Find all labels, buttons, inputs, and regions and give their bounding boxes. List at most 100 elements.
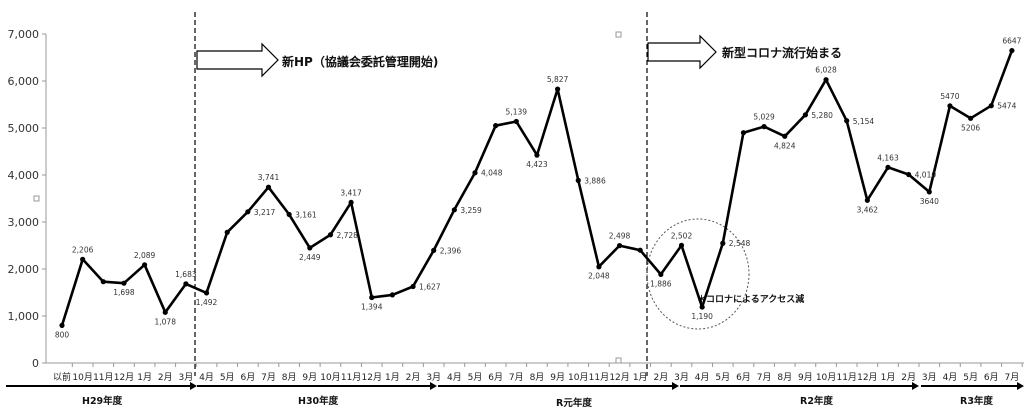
x-tick-label: 4月 [943,372,958,383]
data-point [59,322,65,328]
data-point [203,290,210,296]
data-label: 5470 [940,92,959,101]
data-label: 6647 [1002,37,1021,46]
data-point [906,171,912,178]
data-label: 3,417 [340,188,362,197]
series-line [60,50,1014,326]
data-point [782,133,788,139]
x-tick-label: 2月 [406,372,421,383]
y-tick-label: 7,000 [8,28,40,41]
data-label: 5,139 [506,107,528,116]
data-label: 1,394 [361,302,383,311]
x-tick-label: 11月 [341,372,361,383]
data-label: 1,886 [650,279,672,288]
data-point [947,103,953,109]
y-tick-label: 6,000 [8,75,40,88]
new-hp-annotation: 新HP（協議会委託管理開始) [282,54,438,69]
data-point [307,245,313,251]
x-tick-label: 以前 [53,371,71,383]
data-label: 1,492 [196,298,218,307]
data-label: 3,217 [254,208,276,217]
chart-frame-handle [615,357,622,364]
x-tick-label: 12月 [362,372,382,383]
data-label: 5,154 [853,117,875,126]
data-point [596,264,602,270]
data-point [431,247,437,253]
data-label: 2,048 [588,272,610,281]
fy-arrow-r2 [680,382,919,390]
x-tick-label: 10月 [72,372,92,383]
data-label: 1,190 [691,312,713,321]
y-tick-label: 0 [32,357,39,370]
x-tick-label: 4月 [695,372,710,383]
data-label: 5,827 [547,75,569,84]
data-point [472,170,478,176]
data-label: 5206 [961,123,980,132]
x-tick-label: 9月 [302,372,317,383]
x-tick-label: 7月 [261,372,276,383]
data-point [699,304,705,310]
x-tick-label: 8月 [777,372,792,383]
data-point [555,86,561,92]
data-point [575,177,581,183]
x-tick-label: 5月 [963,372,978,383]
x-tick-label: 9月 [798,372,813,383]
data-point [245,209,251,215]
data-point [369,294,375,301]
x-tick-label: 1月 [633,372,648,383]
data-label: 800 [55,330,70,339]
data-label: 2,728 [336,231,358,240]
data-point [80,256,86,262]
x-tick-label: 10月 [816,372,836,383]
data-point [658,271,664,277]
data-label: 1,683 [175,270,197,279]
x-tick-label: 8月 [282,372,297,383]
corona-start-annotation: 新型コロナ流行始まる [722,45,842,60]
corona-decrease-annotation: ＊コロナによるアクセス減 [697,293,804,305]
x-tick-label: 3月 [922,372,937,383]
y-tick-label: 3,000 [8,216,40,229]
data-point [802,112,809,118]
x-tick-label: 7月 [1005,372,1020,383]
x-tick-label: 10月 [320,372,340,383]
data-label: 3,161 [295,210,317,219]
data-point [988,103,994,109]
x-tick-label: 6月 [240,372,255,383]
data-point [678,242,685,249]
x-tick-label: 6月 [984,372,999,383]
data-point [327,232,334,238]
data-label: 3,741 [258,173,280,182]
data-label: 1,078 [155,317,177,326]
fy-arrow-h29 [6,382,197,390]
data-point [740,130,747,136]
data-point [616,242,623,249]
x-tick-label: 3月 [426,372,441,383]
x-tick-label: 10月 [568,372,588,383]
x-tick-label: 9月 [550,372,565,383]
fy-label-r1: R元年度 [556,397,592,409]
data-point [844,118,850,124]
fy-label-r3: R3年度 [960,395,993,407]
data-point [142,262,148,268]
data-point [100,279,106,285]
data-point [389,292,395,298]
fy-arrow-r1 [438,382,679,390]
data-label: 5,029 [753,113,775,122]
x-tick-label: 2月 [653,372,668,383]
x-tick-label: 12月 [857,372,877,383]
data-label: 2,502 [671,231,693,240]
chart-frame-handle [615,31,622,38]
data-point [183,281,189,287]
x-tick-label: 1月 [881,372,896,383]
x-tick-label: 5月 [220,372,235,383]
y-tick-label: 5,000 [8,122,40,135]
data-label: 2,396 [440,246,462,255]
data-point [451,207,457,213]
data-point [534,152,540,158]
data-point [968,115,974,121]
x-tick-label: 3月 [674,372,689,383]
corona-arrow [647,34,717,70]
data-point [926,189,932,195]
x-tick-label: 12月 [609,372,629,383]
